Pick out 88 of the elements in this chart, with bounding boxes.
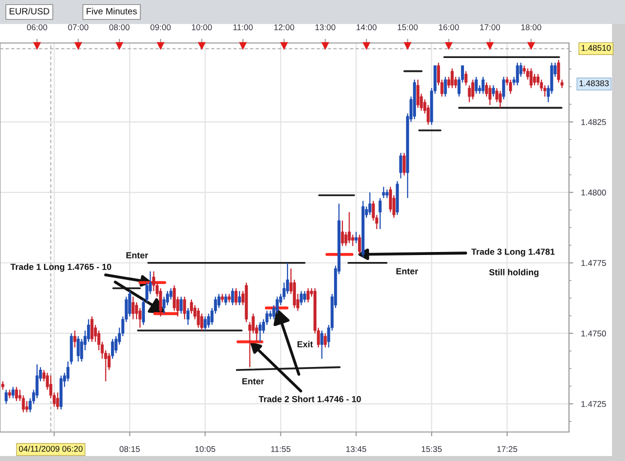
candlestick [204, 316, 207, 332]
candlestick [399, 152, 402, 179]
candlestick [351, 234, 354, 247]
candlestick [382, 186, 386, 199]
candlestick [530, 68, 533, 89]
x2-tick-label: 11:00 [233, 24, 253, 30]
annotation: Enter [126, 252, 148, 258]
x2-tick-label: 14:00 [356, 24, 377, 30]
candlestick [90, 316, 94, 342]
annotation: Still holding [489, 268, 538, 278]
candlestick [340, 220, 344, 247]
candlestick [464, 70, 468, 86]
candlestick [132, 296, 135, 320]
x2-tick-label: 10:00 [192, 24, 212, 30]
candlestick [14, 386, 18, 402]
candlestick [416, 79, 420, 108]
candlestick [56, 392, 60, 410]
x2-tick-label: 15:00 [398, 24, 418, 30]
candlestick [224, 293, 228, 306]
x-tick-label: 15:35 [422, 446, 442, 452]
candlestick [509, 79, 512, 94]
candlestick [368, 192, 372, 216]
x-tick-label: 11:55 [271, 446, 290, 452]
candlestick [378, 197, 382, 230]
y-tick-label: 1.4800 [581, 190, 606, 196]
candlestick [358, 234, 362, 255]
annotation: Trade 3 Long 1.4781 [471, 248, 555, 257]
candlestick [238, 290, 241, 306]
candlestick [180, 296, 183, 314]
ref-line-label: 04/11/2009 06:20 [18, 446, 83, 452]
candlestick [73, 330, 76, 348]
x2-tick-label: 12:00 [274, 24, 294, 30]
x2-tick-label: 13:00 [315, 24, 336, 30]
candlestick [348, 212, 351, 244]
x2-tick-label: 17:00 [480, 24, 500, 30]
x2-tick-label: 06:00 [26, 24, 48, 30]
candlestick [444, 76, 447, 98]
candlestick [482, 76, 485, 94]
candlestick [12, 386, 15, 399]
candlestick [471, 79, 474, 100]
chart-title: EUR/USD [10, 8, 50, 14]
candlestick [492, 84, 495, 98]
x-tick-label: 13:45 [346, 446, 366, 452]
candlestick [76, 336, 80, 362]
candlestick [474, 76, 478, 94]
candlestick [502, 76, 506, 100]
annotation: Enter [242, 378, 264, 384]
candlestick [303, 290, 306, 303]
x-tick-label: 10:05 [195, 446, 216, 452]
candlestick [300, 290, 303, 306]
candlestick [231, 288, 234, 306]
candlestick [306, 288, 310, 303]
candlestick [320, 330, 324, 360]
y-tick-label: 1.4725 [581, 401, 606, 407]
candlestick [111, 338, 114, 360]
x-tick-label: 17:25 [497, 446, 518, 452]
candlestick [402, 152, 406, 176]
candlestick [4, 389, 8, 404]
x-tick-label: 08:15 [120, 446, 140, 452]
candlestick [498, 90, 502, 108]
candlestick [488, 84, 492, 106]
candlestick [258, 322, 262, 342]
annotation: Exit [298, 340, 313, 348]
y-tick-label: 1.4825 [581, 119, 606, 126]
x2-tick-label: 09:00 [150, 24, 171, 30]
candlestick [25, 400, 28, 413]
annotation: Enter [396, 268, 418, 274]
y-tick-label: 1.4750 [581, 330, 606, 336]
annotation: Trade 1 Long 1.4765 - 10 [10, 264, 112, 272]
x2-tick-label: 16:00 [438, 24, 459, 30]
candlestick [183, 296, 186, 320]
candlestick [324, 332, 327, 348]
x2-tick-label: 07:00 [68, 24, 88, 30]
candlestick [234, 288, 238, 306]
candlestick [516, 62, 519, 86]
candlestick [354, 231, 358, 244]
x2-tick-label: 08:00 [109, 24, 130, 30]
annotation: Trade 2 Short 1.4746 - 10 [258, 396, 361, 402]
candlestick [186, 307, 190, 326]
candlestick [450, 68, 454, 89]
chart-subtitle: Five Minutes [86, 8, 137, 14]
candlestick [533, 73, 536, 86]
ref-line-label: 1.48510 [582, 44, 611, 51]
candlestick [468, 84, 471, 103]
x2-tick-label: 18:00 [521, 24, 542, 30]
y-tick-label: 1.4775 [581, 260, 606, 266]
text: 1.48383 [580, 80, 609, 86]
candlestick [196, 307, 200, 328]
